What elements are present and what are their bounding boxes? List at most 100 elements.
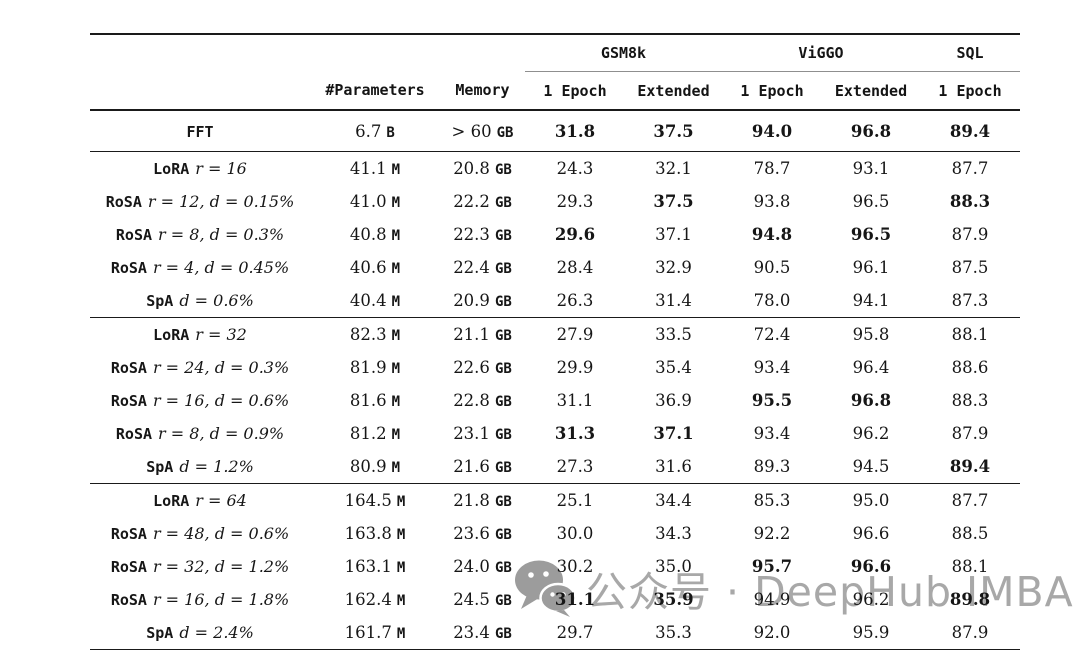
params-value: 162.4	[344, 590, 392, 609]
table-row: SpA d = 1.2% 80.9 M 21.6 GB 27.3 31.6 89.3 …	[90, 450, 1020, 484]
sql-1epoch-value: 88.1	[951, 325, 989, 344]
params-unit: M	[391, 195, 401, 211]
gsm8k-1epoch-value: 26.3	[525, 284, 625, 318]
memory-unit: GB	[494, 294, 512, 310]
memory-cell: 20.8 GB	[440, 152, 525, 186]
params-unit: M	[391, 394, 401, 410]
memory-cell: 23.4 GB	[440, 616, 525, 650]
gsm8k-extended-value: 34.3	[655, 524, 692, 543]
viggo-extended-value: 95.8	[852, 325, 890, 344]
memory-cell: 20.9 GB	[440, 284, 525, 318]
viggo-1epoch-value: 90.5	[753, 258, 791, 277]
memory-cell: > 60 GB	[440, 110, 525, 152]
params-cell: 162.4 M	[310, 583, 440, 616]
table-row: RoSA r = 16, d = 0.6% 81.6 M 22.8 GB 31.1 3…	[90, 384, 1020, 417]
method-name: FFT	[186, 122, 214, 141]
table-body: FFT 6.7 B > 60 GB 31.8 37.5 94.0 96.8 89.4…	[90, 110, 1020, 650]
gsm8k-1epoch-value: 31.1	[554, 590, 596, 609]
table-row: LoRA r = 64 164.5 M 21.8 GB 25.1 34.4 85.3 …	[90, 484, 1020, 518]
viggo-extended-value: 96.2	[852, 590, 890, 609]
col-gsm8k-1epoch: 1 Epoch	[525, 71, 625, 111]
params-unit: M	[396, 494, 406, 510]
params-unit: M	[391, 460, 401, 476]
viggo-1epoch-value: 93.4	[753, 424, 791, 443]
sql-1epoch-value: 89.8	[949, 590, 991, 609]
params-unit: M	[391, 162, 401, 178]
method-spec: r = 32	[195, 325, 247, 344]
method-spec: d = 2.4%	[179, 623, 254, 642]
viggo-1epoch-value: 93.8	[753, 192, 791, 211]
gsm8k-1epoch-value: 31.1	[556, 391, 594, 410]
params-value: 80.9	[349, 457, 387, 476]
params-value: 6.7	[355, 121, 382, 141]
memory-unit: GB	[494, 361, 512, 377]
gsm8k-extended-value: 37.5	[625, 110, 722, 152]
gsm8k-extended-value: 32.1	[655, 159, 692, 178]
memory-unit: GB	[494, 195, 512, 211]
method-spec: d = 0.6%	[179, 291, 254, 310]
method-name: RoSA	[115, 226, 153, 244]
gsm8k-1epoch-value: 25.1	[556, 491, 594, 510]
memory-value: 22.2	[453, 192, 490, 211]
method-cell: RoSA r = 8, d = 0.9%	[90, 417, 310, 450]
memory-unit: GB	[494, 261, 512, 277]
method-name: RoSA	[110, 525, 147, 543]
sql-1epoch-value: 88.3	[949, 192, 991, 211]
method-spec: r = 12, d = 0.15%	[147, 192, 295, 211]
params-value: 164.5	[344, 491, 392, 510]
method-name: LoRA	[153, 492, 190, 510]
viggo-extended-value: 93.1	[852, 159, 890, 178]
gsm8k-extended-value: 33.5	[655, 325, 692, 344]
gsm8k-1epoch-value: 31.8	[525, 110, 625, 152]
method-name: LoRA	[153, 160, 190, 178]
params-value: 163.8	[344, 524, 392, 543]
column-header-row: #Parameters Memory 1 Epoch Extended 1 Ep…	[90, 71, 1020, 111]
sql-1epoch-value: 88.5	[951, 524, 989, 543]
gsm8k-extended-value: 37.1	[655, 225, 692, 244]
method-cell: SpA d = 2.4%	[90, 616, 310, 650]
params-unit: M	[396, 593, 406, 609]
memory-cell: 24.5 GB	[440, 583, 525, 616]
method-cell: LoRA r = 32	[90, 318, 310, 352]
viggo-1epoch-value: 89.3	[722, 450, 822, 484]
method-cell: FFT	[90, 110, 310, 152]
memory-value: 22.3	[453, 225, 490, 244]
params-value: 40.8	[349, 225, 387, 244]
params-unit: M	[396, 626, 406, 642]
params-unit: M	[391, 261, 401, 277]
memory-unit: GB	[494, 460, 512, 476]
memory-cell: 23.6 GB	[440, 517, 525, 550]
params-cell: 161.7 M	[310, 616, 440, 650]
method-spec: r = 16, d = 0.6%	[152, 391, 290, 410]
sql-1epoch-value: 87.9	[951, 424, 989, 443]
params-value: 82.3	[349, 325, 387, 344]
method-cell: RoSA r = 4, d = 0.45%	[90, 251, 310, 284]
viggo-1epoch-value: 78.0	[722, 284, 822, 318]
params-cell: 81.9 M	[310, 351, 440, 384]
memory-unit: GB	[494, 527, 512, 543]
sql-1epoch-value: 87.9	[951, 225, 989, 244]
gsm8k-1epoch-value: 29.6	[554, 225, 596, 244]
memory-cell: 22.2 GB	[440, 185, 525, 218]
memory-cell: 21.1 GB	[440, 318, 525, 352]
params-value: 163.1	[344, 557, 392, 576]
method-name: RoSA	[110, 392, 147, 410]
params-value: 41.1	[349, 159, 387, 178]
viggo-1epoch-value: 93.4	[753, 358, 791, 377]
col-method	[90, 71, 310, 111]
sql-1epoch-value: 87.7	[951, 159, 989, 178]
gsm8k-1epoch-value: 30.0	[556, 524, 594, 543]
group-gsm8k: GSM8k	[525, 34, 722, 72]
memory-cell: 22.4 GB	[440, 251, 525, 284]
viggo-extended-value: 96.8	[850, 391, 892, 410]
memory-value: 20.9	[453, 291, 490, 310]
gsm8k-extended-value: 34.4	[655, 491, 692, 510]
viggo-extended-value: 96.4	[852, 358, 890, 377]
viggo-extended-value: 96.5	[850, 225, 892, 244]
params-unit: M	[396, 560, 406, 576]
params-cell: 40.8 M	[310, 218, 440, 251]
table-row: RoSA r = 16, d = 1.8% 162.4 M 24.5 GB 31.1 …	[90, 583, 1020, 616]
group-empty	[90, 34, 525, 72]
memory-value: 21.6	[453, 457, 490, 476]
gsm8k-extended-value: 35.0	[655, 557, 692, 576]
